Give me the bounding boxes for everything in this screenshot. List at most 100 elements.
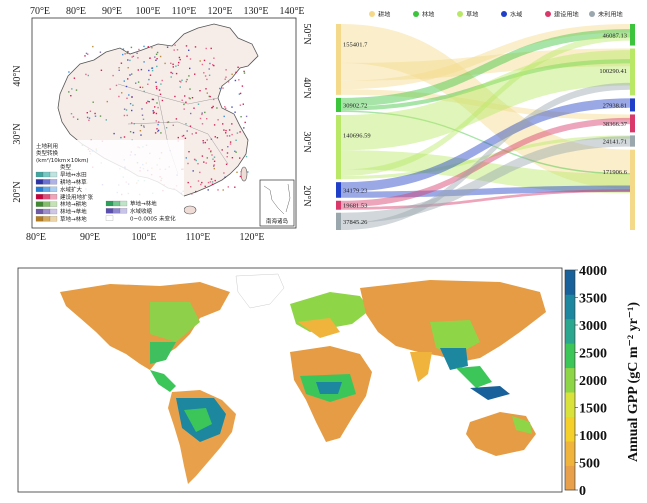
change-patch xyxy=(200,183,202,186)
change-patch xyxy=(156,51,159,54)
change-patch xyxy=(141,86,144,89)
change-patch xyxy=(186,55,188,57)
change-patch xyxy=(188,151,190,153)
colorbar-segment xyxy=(565,294,575,320)
change-patch xyxy=(204,141,206,144)
sankey-left-value: 34179.23 xyxy=(343,187,367,194)
colorbar-segment xyxy=(565,318,575,344)
tick-label: 110°E xyxy=(172,6,197,17)
change-patch xyxy=(99,51,102,53)
change-patch xyxy=(159,55,162,58)
change-patch xyxy=(190,112,192,115)
change-patch xyxy=(244,121,246,124)
change-patch xyxy=(225,129,227,132)
legend-item-label: 草地→林地 xyxy=(60,215,87,223)
change-patch xyxy=(211,181,214,183)
change-patch xyxy=(123,136,126,138)
change-patch xyxy=(199,60,201,62)
legend-swatch xyxy=(119,208,128,214)
change-patch xyxy=(118,67,120,69)
change-patch xyxy=(203,72,205,74)
change-patch xyxy=(127,59,129,61)
change-patch xyxy=(177,136,179,139)
sankey-left-node xyxy=(336,24,341,95)
sankey-right-node xyxy=(630,135,635,147)
change-patch xyxy=(170,76,172,78)
legend-swatch xyxy=(105,215,114,221)
sankey-right-node xyxy=(630,48,635,96)
legend-swatch xyxy=(42,171,51,178)
sankey-right-node xyxy=(630,24,635,46)
tick-label: 140°E xyxy=(279,6,304,17)
gpp-colorbar: 4000 3500 3000 2500 2000 1500 1000 500 0 xyxy=(564,264,607,499)
legend-item-label: 耕地→林草 xyxy=(60,178,87,186)
change-patch xyxy=(118,69,120,71)
change-patch xyxy=(174,95,176,98)
change-patch xyxy=(213,64,215,67)
change-patch xyxy=(210,151,212,153)
change-patch xyxy=(239,104,242,106)
change-patch xyxy=(231,106,233,108)
sankey-right-node xyxy=(630,98,635,112)
change-patch xyxy=(214,179,216,182)
legend-title-line-3: (km²/10km×10km) xyxy=(36,157,89,164)
sankey-left-node xyxy=(336,200,341,210)
change-patch xyxy=(209,62,211,65)
change-patch xyxy=(189,97,191,100)
change-patch xyxy=(86,116,89,119)
sankey-left-value: 155401.7 xyxy=(343,42,368,49)
change-patch xyxy=(225,69,227,71)
sankey-flow xyxy=(341,24,630,90)
change-patch xyxy=(225,132,227,134)
sankey-flow xyxy=(341,189,630,210)
change-patch xyxy=(143,45,145,48)
change-patch xyxy=(227,81,230,83)
change-patch xyxy=(155,86,158,88)
change-patch xyxy=(223,172,225,174)
sankey-flow xyxy=(341,82,630,230)
change-patch xyxy=(206,78,208,81)
sankey-left-value: 140696.59 xyxy=(343,132,371,139)
change-patch xyxy=(171,72,174,75)
legend-swatch xyxy=(49,216,58,222)
change-patch xyxy=(183,103,185,106)
sankey-right-node xyxy=(630,149,635,230)
change-patch xyxy=(68,91,70,93)
change-patch xyxy=(245,115,248,118)
change-patch xyxy=(152,112,155,114)
legend-swatch xyxy=(105,200,114,207)
change-patch xyxy=(137,81,140,83)
tick-label: 100°E xyxy=(135,6,160,17)
sankey-flow xyxy=(341,50,630,151)
change-patch xyxy=(186,78,188,81)
change-patch xyxy=(208,148,210,150)
change-patch xyxy=(207,189,209,191)
change-patch xyxy=(92,101,94,103)
sankey-flow xyxy=(341,136,630,224)
change-patch xyxy=(238,93,241,95)
legend-item-label: 林地→耕地 xyxy=(60,200,87,208)
change-patch xyxy=(125,109,128,111)
change-patch xyxy=(126,97,128,99)
sankey-right-value: 171906.6 xyxy=(603,169,628,176)
change-patch xyxy=(226,152,229,154)
change-patch xyxy=(213,98,215,101)
change-patch xyxy=(208,74,211,76)
sankey-left-node xyxy=(336,182,341,198)
change-patch xyxy=(189,67,191,70)
change-patch xyxy=(179,58,181,61)
change-patch xyxy=(194,46,197,48)
legend-item-label: 旱地↔水田 xyxy=(60,171,87,179)
change-patch xyxy=(214,136,216,138)
legend-swatch xyxy=(35,201,44,207)
legend-swatch xyxy=(35,216,44,222)
change-patch xyxy=(245,155,248,158)
change-patch xyxy=(142,118,145,120)
land-use-sankey: 耕地 林地 草地 水域 建设用地 未利用地 155401.7 30902.72 140696.… xyxy=(330,6,640,236)
change-patch xyxy=(124,53,126,55)
legend-title-line-1: 土地利用 xyxy=(36,142,58,150)
change-patch xyxy=(145,102,148,104)
change-patch xyxy=(227,146,229,148)
change-patch xyxy=(130,46,133,49)
change-patch xyxy=(216,137,219,139)
